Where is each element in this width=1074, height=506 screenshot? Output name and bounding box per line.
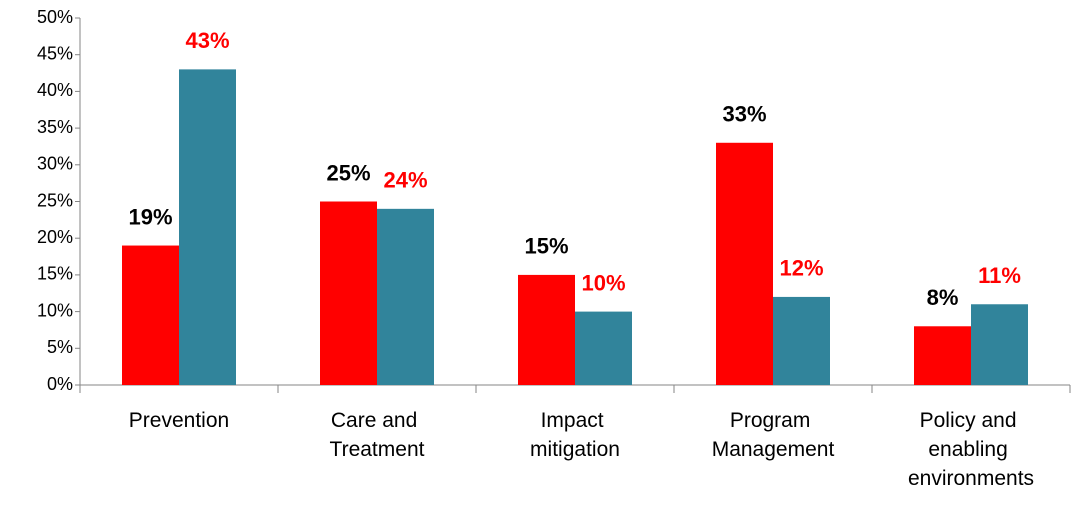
bar: [716, 142, 773, 385]
y-tick-label: 10%: [37, 300, 73, 320]
value-label: 10%: [581, 270, 625, 295]
bar: [320, 201, 377, 385]
value-label: 11%: [978, 263, 1021, 288]
y-tick-label: 15%: [37, 264, 73, 284]
y-tick-label: 25%: [37, 190, 73, 210]
y-tick-label: 35%: [37, 117, 73, 137]
y-tick-label: 0%: [47, 374, 73, 394]
value-label: 33%: [722, 102, 766, 127]
y-tick-label: 30%: [37, 154, 73, 174]
y-tick-label: 20%: [37, 227, 73, 247]
value-label: 24%: [383, 168, 427, 193]
bar: [377, 208, 434, 385]
bar: [914, 326, 971, 385]
x-tick-label: Policy and enabling environments: [908, 409, 1034, 490]
x-tick-label: Prevention: [129, 409, 229, 432]
x-tick-label: Impact mitigation: [530, 409, 620, 461]
value-label: 8%: [927, 285, 959, 310]
bar: [518, 274, 575, 385]
bar: [122, 245, 179, 385]
value-label: 43%: [185, 28, 229, 53]
value-label: 25%: [326, 160, 370, 185]
bar: [575, 311, 632, 385]
y-tick-label: 45%: [37, 43, 73, 63]
x-tick-label: Program Management: [712, 409, 835, 461]
x-tick-label: Care and Treatment: [330, 409, 425, 461]
bar: [971, 304, 1028, 385]
y-tick-label: 5%: [47, 337, 73, 357]
bar: [773, 296, 830, 385]
value-label: 15%: [524, 234, 568, 259]
value-label: 19%: [128, 204, 172, 229]
y-tick-label: 50%: [37, 7, 73, 27]
value-label: 12%: [779, 256, 823, 281]
bar: [179, 69, 236, 385]
y-tick-label: 40%: [37, 80, 73, 100]
